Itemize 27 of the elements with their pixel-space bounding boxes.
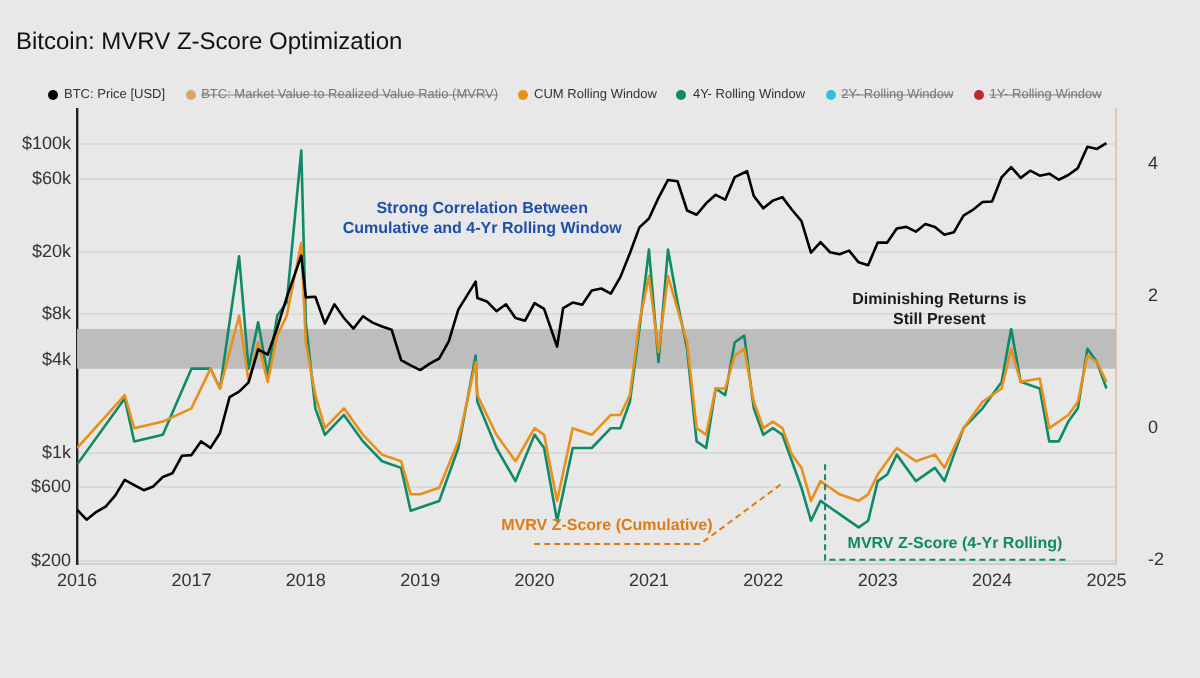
annotation: Strong Correlation Between Cumulative and 4-Yr Rolling Window [342,198,624,237]
x-tick-label: 2017 [171,570,212,591]
y-tick-label: $60k [31,167,73,188]
x-tick-label: 2023 [857,570,898,591]
x-tick-label: 2019 [400,570,441,591]
y2-tick-label: 2 [1148,284,1159,305]
annotation: Diminishing Returns is Still Present [852,289,1028,328]
y-tick-label: $100k [21,133,73,154]
chart-title: Bitcoin: MVRV Z-Score Optimization [16,27,403,56]
y-tick-label: $20k [31,241,73,262]
y-tick-label: $600 [30,476,72,497]
y2-tick-label: 0 [1148,417,1159,438]
x-tick-label: 2016 [57,570,98,591]
y-tick-label: $4k [42,349,73,370]
x-tick-label: 2020 [514,570,555,591]
x-tick-label: 2024 [972,570,1013,591]
annotation: MVRV Z-Score (Cumulative) [501,516,714,535]
x-tick-label: 2022 [743,570,784,591]
x-tick-label: 2025 [1086,570,1127,591]
y-tick-label: $1k [42,442,73,463]
y2-tick-label: -2 [1148,549,1165,570]
x-tick-label: 2021 [628,570,669,591]
annotation: MVRV Z-Score (4-Yr Rolling) [847,534,1064,553]
x-tick-label: 2018 [285,570,326,591]
y-tick-label: $200 [30,549,72,570]
y2-tick-label: 4 [1148,152,1159,173]
y-tick-label: $8k [42,302,73,323]
